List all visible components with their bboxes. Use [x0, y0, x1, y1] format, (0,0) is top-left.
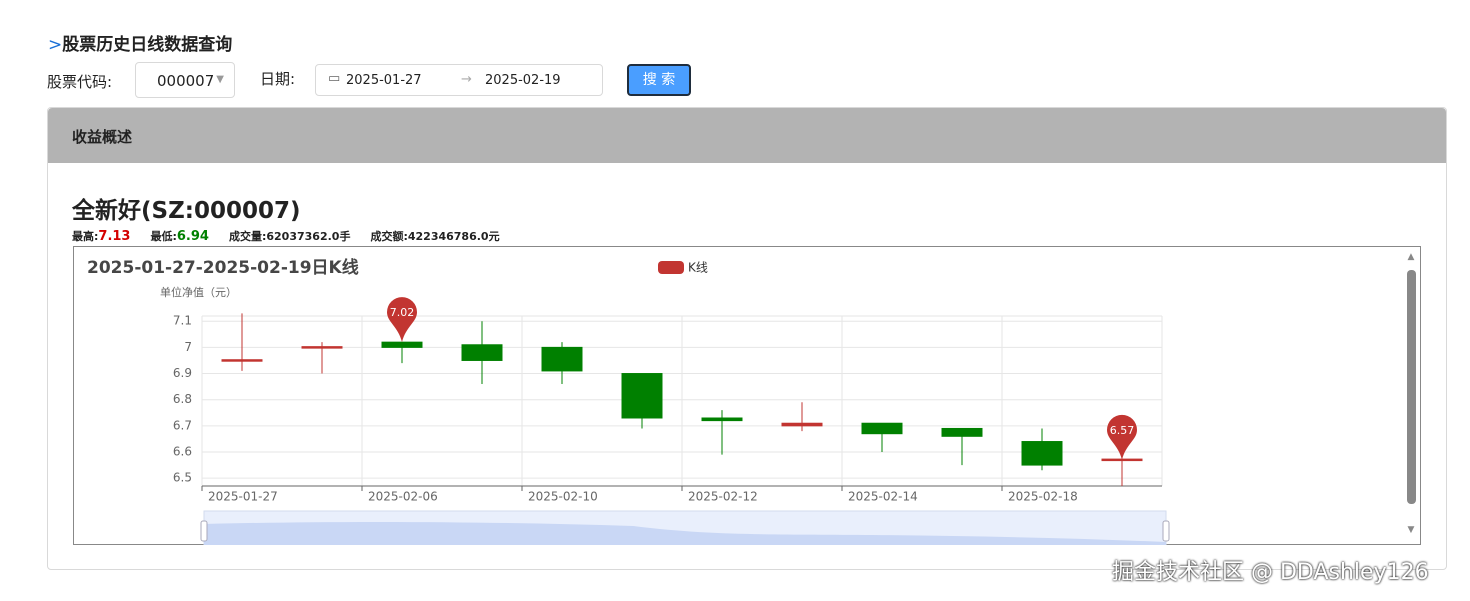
stat: 最低:6.94 — [150, 229, 209, 244]
scroll-up[interactable]: ▲ — [1408, 252, 1415, 262]
y-tick-label: 7.1 — [173, 314, 192, 328]
date-range[interactable]: ▭ 2025-01-27 → 2025-02-19 — [315, 64, 603, 96]
y-tick-label: 7 — [184, 340, 192, 354]
code-label: 股票代码: — [47, 73, 113, 91]
y-tick-label: 6.7 — [173, 418, 192, 432]
chart-frame — [73, 246, 1421, 545]
x-tick-label: 2025-02-06 — [368, 490, 438, 504]
zoom-handle-right[interactable] — [1162, 520, 1170, 542]
zoom-handle-left[interactable] — [200, 520, 208, 542]
scrollbar[interactable] — [1407, 270, 1416, 504]
x-tick-label: 2025-02-12 — [688, 490, 758, 504]
stat-value: 7.13 — [98, 229, 131, 244]
legend-swatch — [658, 261, 684, 274]
start-date: 2025-01-27 — [346, 73, 422, 88]
y-tick-label: 6.6 — [173, 445, 192, 459]
stat-label: 最高: — [72, 230, 99, 243]
stat: 成交量:62037362.0手 — [229, 230, 350, 243]
candle-body — [861, 422, 903, 435]
candle-body — [781, 422, 823, 427]
stat: 最高:7.13 — [72, 229, 131, 244]
y-tick-label: 6.5 — [173, 471, 192, 485]
stats: 最高:7.13 最低:6.94 成交量:62037362.0手 成交额:4223467… — [72, 228, 520, 244]
stat-value: 62037362.0手 — [266, 230, 351, 243]
title-text: 股票历史日线数据查询 — [62, 35, 233, 55]
end-date: 2025-02-19 — [485, 73, 561, 88]
stat-value: 6.94 — [176, 229, 209, 244]
y-tick-label: 6.8 — [173, 392, 192, 406]
mark-pin — [1107, 414, 1137, 460]
page-title: >股票历史日线数据查询 — [48, 35, 233, 55]
code-value: 000007 — [157, 72, 215, 90]
x-tick-label: 2025-02-18 — [1008, 490, 1078, 504]
scroll-down[interactable]: ▼ — [1408, 525, 1415, 535]
candle-body — [1021, 441, 1063, 466]
stat: 成交额:422346786.0元 — [370, 230, 499, 243]
candle-body — [381, 341, 423, 348]
code-select[interactable]: 000007 ▼ — [135, 62, 235, 98]
stat-label: 成交量: — [228, 230, 267, 243]
stat-label: 成交额: — [370, 230, 408, 243]
search-button[interactable]: 搜 索 — [627, 64, 691, 96]
chart-title: 2025-01-27-2025-02-19日K线 — [87, 257, 359, 278]
date-label: 日期: — [260, 70, 296, 88]
zoom-shadow — [204, 521, 1166, 545]
stat-value: 422346786.0元 — [407, 230, 500, 243]
legend-label: K线 — [688, 261, 708, 275]
panel-header: 收益概述 — [48, 108, 1446, 163]
candle-body — [301, 346, 343, 349]
y-axis-label: 单位净值（元） — [160, 285, 237, 299]
candle-body — [221, 359, 263, 362]
candle-body — [701, 417, 743, 422]
mark-label: 6.57 — [1110, 424, 1135, 437]
x-tick-label: 2025-02-14 — [848, 490, 918, 504]
x-tick-label: 2025-01-27 — [208, 490, 278, 504]
stock-name: 全新好(SZ:000007) — [72, 198, 301, 224]
watermark: 掘金技术社区 @ DDAshley126 — [1112, 560, 1429, 585]
chart: 2025-01-27-2025-02-19日K线 单位净值（元） ▲ ▼ 6.5… — [73, 246, 1421, 545]
candle-body — [461, 344, 503, 361]
mark-label: 7.02 — [390, 306, 415, 319]
candle-body — [621, 373, 663, 419]
y-tick-label: 6.9 — [173, 366, 192, 380]
candle-body — [541, 346, 583, 372]
stat-label: 最低: — [150, 230, 177, 243]
mark-pin — [387, 297, 417, 343]
candle-body — [941, 427, 983, 437]
x-tick-label: 2025-02-10 — [528, 490, 598, 504]
